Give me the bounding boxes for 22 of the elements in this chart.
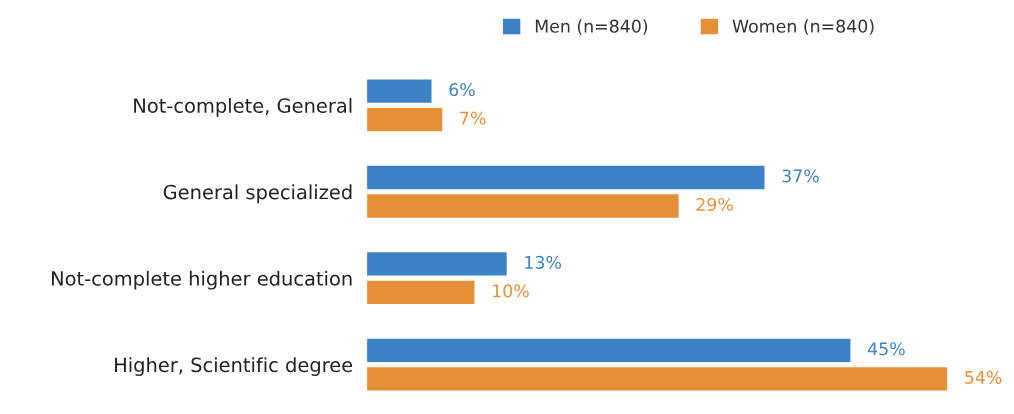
legend-label: Men (n=840) — [535, 19, 648, 35]
legend-label: Women (n=840) — [732, 19, 874, 35]
data-label: 45% — [867, 342, 905, 356]
bar — [367, 280, 475, 305]
bar — [367, 79, 432, 103]
data-label: 6% — [449, 82, 475, 97]
y-tick-label: Not-complete, General — [134, 97, 352, 117]
data-label: 29% — [696, 197, 733, 212]
bar — [367, 194, 679, 218]
y-tick-label: General specialized — [163, 184, 352, 204]
bar — [367, 367, 948, 391]
data-label: 54% — [965, 370, 1002, 384]
data-label: 13% — [525, 255, 562, 269]
bar — [367, 107, 443, 132]
y-tick-label: Not-complete higher education — [51, 270, 352, 290]
data-label: 7% — [460, 111, 486, 125]
bar — [367, 252, 507, 276]
y-tick-label: Higher, Scientific degree — [115, 357, 353, 377]
data-label: 37% — [782, 169, 819, 183]
bar — [367, 338, 851, 362]
data-label: 10% — [493, 284, 529, 298]
bar — [367, 165, 765, 190]
